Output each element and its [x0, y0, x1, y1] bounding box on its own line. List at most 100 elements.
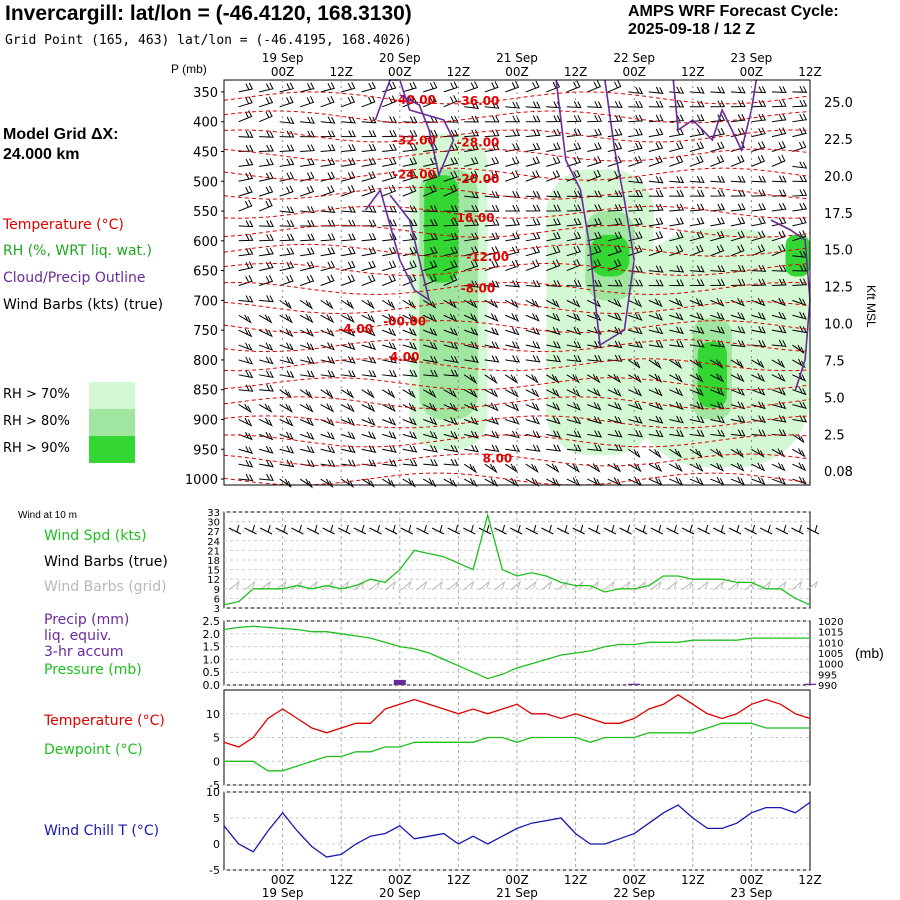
wind-barb [279, 144, 295, 152]
wind-barb [628, 340, 644, 348]
wind-barb [587, 204, 603, 212]
wind-barb [607, 477, 622, 487]
wind-barb [341, 205, 356, 213]
precip-bar [393, 679, 406, 685]
bottom-hour-tick-label: 12Z [329, 873, 353, 887]
wind-barb [648, 203, 664, 212]
wind-barb [505, 313, 520, 322]
temperature-contour [223, 472, 811, 486]
wind-barb [751, 387, 766, 396]
wind-barb [443, 388, 458, 398]
true-wind-barb [228, 524, 242, 535]
wind-barb [464, 170, 479, 182]
true-wind-barb [431, 524, 445, 535]
wind-chill-tick-label: 5 [213, 812, 220, 825]
wind-barb [689, 86, 705, 94]
temperature-contour-label: -32.00 [393, 133, 436, 147]
precip-tick-label: 1.5 [203, 641, 221, 654]
wind-barb [361, 171, 376, 182]
wind-barb [792, 216, 807, 227]
wind-barb [525, 444, 541, 452]
true-wind-barb [244, 524, 257, 535]
wind-barb [710, 155, 725, 167]
true-wind-barb [728, 524, 742, 535]
top-hour-tick-label: 00Z [505, 65, 529, 79]
wind-speed-tick-label: 24 [207, 537, 220, 548]
wind-barb [361, 130, 377, 138]
wind-barb [566, 326, 582, 335]
wind-barb [463, 374, 478, 385]
cloud-precip-outline [555, 79, 636, 347]
temperature-contour-label: -8.00 [461, 282, 496, 296]
true-wind-barb [744, 524, 757, 535]
wind-barb [279, 478, 292, 488]
true-wind-barb [416, 524, 429, 535]
temperature-contour [223, 167, 811, 181]
temperature-contour-label: -28.00 [456, 136, 499, 150]
pressure-tick-label: 850 [193, 384, 218, 399]
wind-barb [259, 473, 274, 481]
wind-barb [587, 101, 603, 109]
temperature-contour-label: -4.00 [339, 322, 374, 336]
wind-barb [238, 473, 254, 482]
wind-barb [484, 115, 500, 123]
wind-barb [300, 233, 315, 242]
wind-barb [607, 80, 622, 93]
wind-barb [525, 80, 540, 93]
temperature-tick-label: 10 [206, 708, 220, 721]
wind-barb [648, 190, 664, 197]
wind-barb [464, 191, 480, 199]
wind-barb [792, 127, 807, 138]
bottom-hour-tick-label: 12Z [447, 873, 471, 887]
wind-barb [484, 477, 499, 487]
bottom-hour-tick-label: 00Z [271, 873, 295, 887]
grid-wind-barb [525, 580, 537, 591]
top-hour-tick-label: 00Z [271, 65, 295, 79]
wind-barb [710, 86, 726, 94]
wind-barb [566, 374, 580, 384]
true-wind-barb [463, 524, 476, 535]
wind-barb [423, 402, 437, 412]
wind-barb [443, 115, 459, 123]
wind-barb [751, 86, 767, 94]
wind-barb [751, 448, 765, 458]
wind-barb [505, 299, 519, 309]
wind-barb [689, 279, 705, 286]
wind-speed-tick-label: 27 [207, 527, 220, 538]
wind-barb [382, 143, 397, 152]
wind-barb [361, 246, 377, 257]
wind-barb [505, 259, 520, 272]
wind-barb [300, 158, 315, 167]
true-wind-barb [634, 524, 648, 535]
pressure-tick-label: 1010 [818, 638, 843, 649]
wind-barb [792, 358, 806, 369]
wind-barb [382, 445, 397, 453]
wind-barb [402, 417, 417, 426]
wind-barb [710, 203, 726, 212]
wind-barb [771, 230, 786, 242]
grid-wind-barb [259, 580, 272, 591]
wind-barb [320, 95, 335, 108]
true-wind-barb [447, 524, 460, 535]
wind-barb [299, 389, 314, 400]
wind-barb [751, 476, 766, 485]
wind-barb [484, 355, 500, 363]
temperature-contour-label: -20.00 [456, 172, 499, 186]
wind-barb [402, 445, 418, 453]
wind-barb [381, 313, 396, 323]
wind-barb [546, 231, 561, 242]
wind-barb [238, 199, 253, 212]
wind-barb [710, 340, 726, 348]
wind-barb [259, 233, 274, 242]
legend-temperature: Temperature (°C) [3, 217, 124, 233]
top-date-tick-label: 22 Sep [613, 51, 655, 65]
temperature-contour [223, 186, 811, 200]
precip-bar [628, 683, 641, 685]
wind-barb [279, 233, 295, 242]
wind-barb [525, 142, 541, 152]
wind-barb [279, 431, 294, 440]
wind-speed-tick-label: 30 [207, 518, 220, 529]
wind-barb [279, 389, 292, 399]
wind-barb [361, 445, 377, 453]
temperature-contour-label: -00.00 [383, 314, 426, 328]
